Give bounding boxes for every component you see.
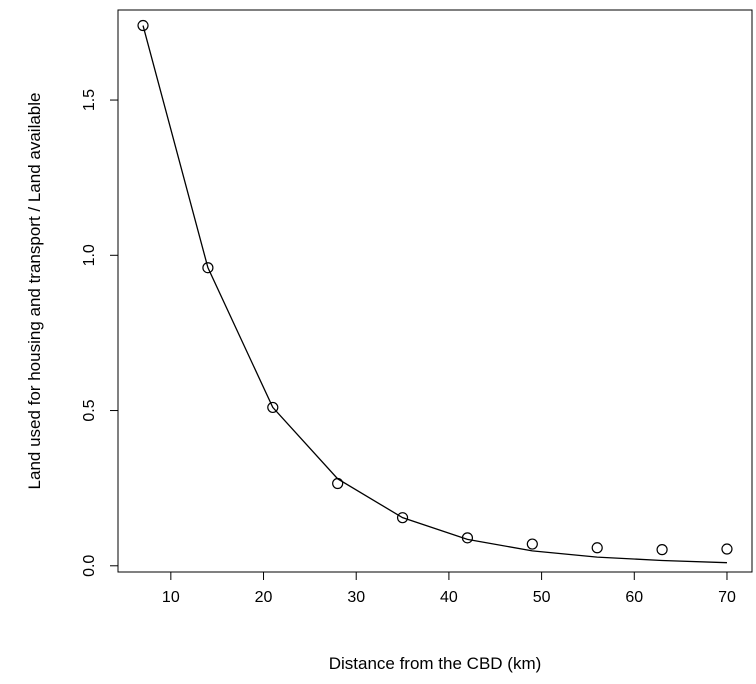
plot-area-frame bbox=[117, 9, 753, 573]
y-tick-label: 1.0 bbox=[81, 244, 98, 266]
data-point bbox=[267, 401, 279, 414]
data-point bbox=[137, 19, 149, 32]
x-tick-label: 70 bbox=[718, 589, 736, 606]
y-tick-label: 1.5 bbox=[81, 89, 98, 111]
x-tick-label: 30 bbox=[347, 589, 365, 606]
x-axis-label: Distance from the CBD (km) bbox=[329, 654, 542, 673]
data-point bbox=[656, 544, 668, 556]
x-tick-label: 40 bbox=[440, 589, 458, 606]
x-tick-label: 60 bbox=[625, 589, 643, 606]
data-point bbox=[721, 543, 733, 555]
x-tick-label: 20 bbox=[255, 589, 273, 606]
fitted-curve bbox=[142, 25, 727, 564]
data-point bbox=[202, 262, 214, 274]
y-axis: 0.0 0.5 1.0 1.5 bbox=[81, 89, 119, 577]
x-tick-label: 10 bbox=[162, 589, 180, 606]
data-point bbox=[591, 542, 603, 554]
data-point bbox=[526, 538, 538, 550]
y-tick-label: 0.0 bbox=[81, 555, 98, 577]
data-point bbox=[332, 477, 344, 490]
data-point bbox=[396, 512, 409, 524]
y-axis-label: Land used for housing and transport / La… bbox=[25, 93, 44, 490]
x-axis: 10 20 30 40 50 60 70 bbox=[162, 571, 736, 606]
x-tick-label: 50 bbox=[533, 589, 551, 606]
series-layer bbox=[137, 19, 733, 564]
y-tick-label: 0.5 bbox=[81, 399, 98, 421]
data-point bbox=[461, 532, 474, 544]
